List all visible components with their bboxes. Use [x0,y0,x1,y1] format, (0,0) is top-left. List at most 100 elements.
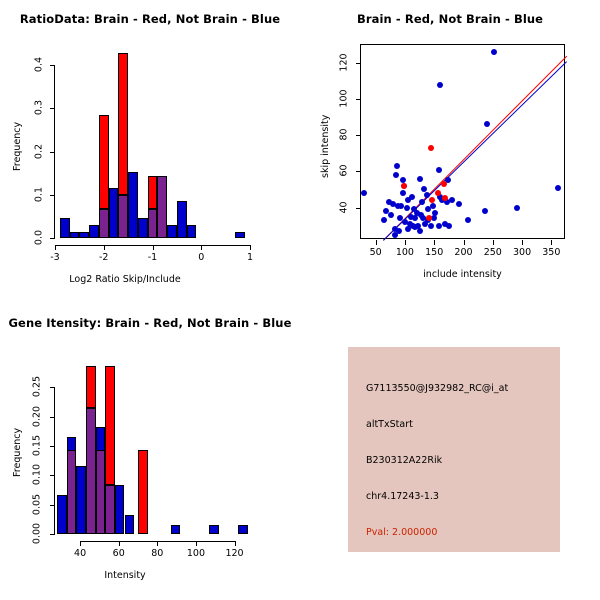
info-locus: chr4.17243-1.3 [366,491,439,502]
scatter-point-notbrain [394,162,401,169]
x-axis-tick-label: 1 [246,252,254,263]
scatter-point-notbrain [392,172,399,178]
ratio-hist-xlabel: Log2 Ratio Skip/Include [69,274,181,285]
histogram-bar [147,176,158,210]
scatter-point-notbrain [441,220,448,227]
y-axis-tick-label: 0.00 [31,522,43,545]
y-axis-tick-label: 0.20 [31,405,43,427]
histogram-bar [114,485,125,534]
histogram-bar [238,524,249,534]
scatter-point-notbrain [435,222,442,229]
scatter-point-notbrain [385,199,392,206]
x-axis-tick [492,240,494,245]
y-axis-tick [356,135,361,137]
scatter-point-notbrain [423,191,430,198]
histogram-bar [89,224,99,238]
histogram-bar [167,224,177,238]
y-axis-tick-label: 40 [338,200,350,214]
y-axis-tick [50,504,55,506]
y-axis-tick [50,446,55,448]
histogram-bar [170,524,181,534]
info-event-type: altTxStart [366,419,413,430]
scatter-point-notbrain [401,218,408,225]
scatter-point-notbrain [514,204,521,211]
info-gene-symbol: B230312A22Rik [366,455,443,466]
scatter-point-notbrain [465,217,472,224]
y-axis-tick [50,65,55,67]
scatter-point-notbrain [455,200,462,207]
scatter-point-notbrain [391,226,398,233]
x-axis-tick [55,245,56,250]
x-axis-tick [80,541,82,546]
y-axis-tick [50,387,55,389]
gene-hist-xlabel: Intensity [104,570,146,581]
scatter-point-notbrain [394,202,401,209]
histogram-bar [157,176,168,238]
scatter-point-brain [427,144,434,151]
y-axis-tick-label: 60 [338,164,350,177]
scatter-point-notbrain [411,224,418,231]
x-axis-tick-label: 80 [151,548,164,559]
x-axis-tick [152,245,154,250]
scatter-point-notbrain [390,200,397,207]
scatter-point-notbrain [406,220,413,227]
scatter-point-notbrain [418,199,425,206]
x-axis-tick-label: 100 [186,548,205,559]
x-axis-tick-label: 100 [395,247,414,258]
scatter-point-notbrain [413,209,420,216]
histogram-bar [85,366,96,408]
x-axis-tick-label: 350 [542,247,561,258]
y-axis-tick-label: 0.15 [31,434,43,457]
x-axis-tick-label: 50 [369,247,382,258]
scatter-point-notbrain [435,166,442,173]
scatter-point-notbrain [431,215,438,222]
histogram-bar [76,466,86,534]
histogram-bar [176,201,187,238]
scatter-point-notbrain [445,177,452,184]
scatter-point-notbrain [399,177,406,184]
histogram-bar [56,495,67,534]
scatter-point-brain [440,181,447,188]
scatter-point-notbrain [380,217,387,224]
scatter-point-notbrain [444,199,451,206]
scatter-point-brain [428,197,435,204]
y-axis-tick-label: 0.10 [31,464,43,486]
x-axis-tick-label: 40 [74,548,87,559]
scatter-point-notbrain [404,226,411,233]
scatter-point-notbrain [411,206,418,213]
scatter-point-notbrain [421,186,428,193]
y-axis-tick [356,207,361,209]
x-axis-tick-label: 250 [483,247,502,258]
x-axis-tick [201,245,203,250]
histogram-bar [59,217,70,238]
x-axis-tick-label: 60 [112,548,125,559]
x-axis-tick [434,240,436,245]
panel-gene-histogram: Gene Itensity: Brain - Red, Not Brain - … [0,300,300,600]
scatter-point-brain [425,215,432,222]
panel-ratio-histogram: RatioData: Brain - Red, Not Brain - Blue… [0,0,300,300]
scatter-xlabel: include intensity [423,269,502,280]
histogram-bar [124,515,135,534]
scatter-point-notbrain [383,208,390,215]
y-axis-tick [50,416,55,418]
y-axis-tick-label: 0.25 [31,376,43,398]
scatter-point-notbrain [417,227,424,234]
scatter-point-notbrain [405,197,412,204]
scatter-point-notbrain [446,222,453,229]
y-axis-tick [50,534,55,535]
y-axis-tick-label: 120 [338,53,350,72]
scatter-point-notbrain [404,204,411,211]
histogram-bar [79,231,90,238]
x-axis-tick [250,245,251,250]
histogram-bar [118,52,129,195]
scatter-point-notbrain [424,206,431,213]
histogram-bar [118,194,129,238]
panel-scatter: Brain - Red, Not Brain - Blue 40 60 80 100 12… [320,12,567,280]
scatter-point-notbrain [422,220,429,227]
histogram-bar [85,407,96,534]
ratio-hist-title: RatioData: Brain - Red, Not Brain - Blue [19,12,281,26]
scatter-point-notbrain [398,202,405,209]
histogram-bar [105,485,115,534]
y-axis-line [54,387,55,534]
